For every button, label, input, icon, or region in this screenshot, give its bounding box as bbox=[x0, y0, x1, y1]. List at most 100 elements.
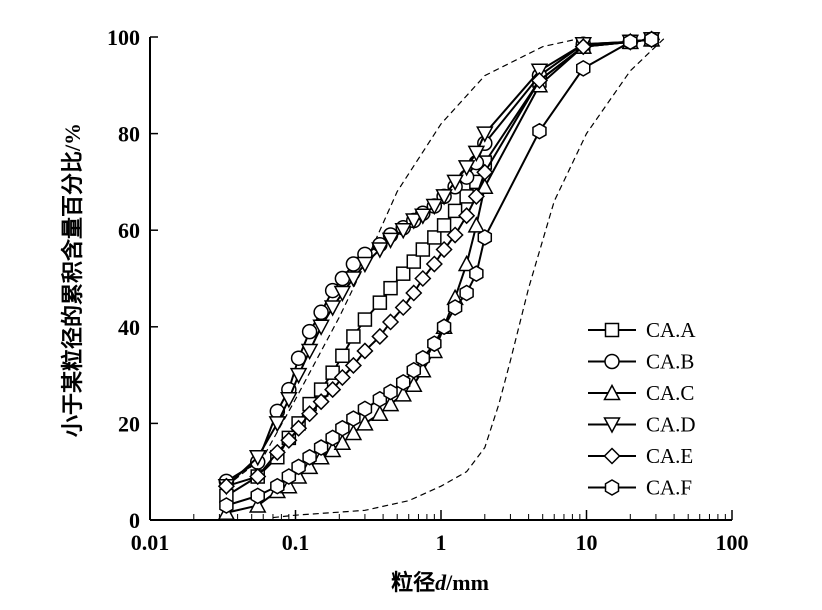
legend-item: CA.A bbox=[588, 318, 696, 342]
diamond-marker bbox=[458, 207, 476, 225]
x-axis-label-prefix: 粒径 bbox=[391, 570, 435, 595]
envelope-curves bbox=[226, 36, 667, 519]
square-marker bbox=[372, 295, 388, 310]
triangle-down-marker bbox=[457, 160, 476, 177]
triangle-up-marker bbox=[476, 177, 494, 194]
hexagon-marker bbox=[427, 335, 442, 353]
diamond-marker bbox=[268, 443, 286, 461]
diamond-marker bbox=[290, 419, 308, 437]
legend-item: CA.E bbox=[588, 444, 693, 468]
triangle-down-marker bbox=[268, 416, 287, 433]
hexagon-marker bbox=[383, 383, 398, 401]
triangle-up-marker bbox=[280, 477, 298, 494]
diamond-marker bbox=[280, 431, 298, 449]
legend-label: CA.B bbox=[646, 350, 694, 374]
triangle-down-marker bbox=[248, 449, 267, 467]
triangle-up-icon bbox=[603, 383, 621, 401]
legend-item: CA.B bbox=[588, 350, 694, 374]
legend-item: CA.F bbox=[588, 476, 692, 500]
diamond-marker bbox=[333, 368, 351, 387]
hexagon-icon bbox=[604, 479, 620, 496]
diamond-marker bbox=[435, 240, 453, 259]
legend: CA.A CA.B CA.C CA.D CA.E CA.F bbox=[588, 318, 696, 500]
triangle-up-marker bbox=[248, 496, 267, 513]
square-marker bbox=[415, 242, 431, 257]
legend-label: CA.E bbox=[646, 444, 693, 468]
circle-icon bbox=[604, 353, 620, 370]
triangle-down-marker bbox=[323, 300, 342, 317]
series-group bbox=[217, 30, 661, 521]
hexagon-marker bbox=[447, 299, 463, 316]
hexagon-marker bbox=[395, 373, 411, 391]
y-tick-label: 100 bbox=[107, 25, 140, 50]
square-marker bbox=[335, 348, 350, 364]
hexagon-marker bbox=[335, 419, 350, 437]
x-tick-label: 0.01 bbox=[131, 530, 170, 555]
x-tick-label: 100 bbox=[716, 530, 749, 555]
x-tick-label: 1 bbox=[436, 530, 447, 555]
square-marker bbox=[357, 312, 373, 327]
diamond-marker bbox=[312, 393, 330, 411]
triangle-down-marker bbox=[405, 213, 423, 230]
hexagon-marker bbox=[219, 497, 234, 514]
legend-label: CA.D bbox=[646, 413, 696, 437]
lower-limit-curve bbox=[272, 36, 667, 519]
y-axis-label: 小于某粒径的累积含量百分比/% bbox=[60, 123, 85, 437]
triangle-up-marker bbox=[356, 414, 374, 431]
square-marker bbox=[383, 280, 398, 296]
diamond-marker bbox=[301, 405, 319, 423]
hexagon-marker bbox=[357, 400, 373, 418]
square-marker bbox=[406, 254, 422, 269]
diamond-marker bbox=[476, 163, 494, 181]
y-tick-label: 60 bbox=[118, 218, 140, 243]
triangle-down-marker bbox=[333, 285, 352, 303]
triangle-up-marker bbox=[394, 385, 412, 402]
hexagon-marker bbox=[406, 361, 422, 379]
square-marker bbox=[436, 218, 452, 233]
x-tick-label: 0.1 bbox=[282, 530, 310, 555]
y-tick-label: 0 bbox=[129, 508, 140, 533]
diamond-icon bbox=[603, 447, 621, 465]
diamond-marker bbox=[217, 477, 235, 495]
square-marker bbox=[395, 266, 411, 281]
diamond-marker bbox=[394, 298, 412, 317]
hexagon-marker bbox=[469, 265, 484, 283]
triangle-up-marker bbox=[467, 216, 486, 233]
x-tick-label: 10 bbox=[576, 530, 598, 555]
triangle-down-marker bbox=[289, 367, 308, 385]
diamond-marker bbox=[371, 327, 389, 346]
square-marker bbox=[447, 203, 463, 219]
series-ca-f bbox=[219, 31, 659, 514]
x-axis-label-variable: d bbox=[435, 570, 447, 595]
triangle-down-marker bbox=[356, 256, 374, 274]
triangle-down-marker bbox=[435, 189, 453, 206]
diamond-marker bbox=[467, 187, 485, 205]
x-axis-label-unit: /mm bbox=[445, 570, 489, 595]
hexagon-marker bbox=[250, 487, 265, 505]
triangle-up-marker bbox=[344, 423, 363, 441]
triangle-down-marker bbox=[414, 208, 432, 225]
diamond-marker bbox=[446, 226, 464, 244]
x-axis-label: 粒径d/mm bbox=[391, 570, 489, 595]
triangle-down-marker bbox=[312, 319, 330, 336]
triangle-down-marker bbox=[476, 126, 494, 143]
hexagon-marker bbox=[346, 410, 361, 427]
hexagon-marker bbox=[623, 33, 638, 51]
diamond-marker bbox=[324, 381, 342, 399]
circle-marker bbox=[313, 304, 329, 321]
axes: 0.01 0.1 1 10 100 0 20 40 60 80 100 bbox=[107, 25, 749, 555]
diamond-marker bbox=[405, 284, 423, 302]
hexagon-marker bbox=[477, 229, 493, 246]
triangle-up-marker bbox=[300, 457, 319, 475]
triangle-down-marker bbox=[394, 222, 412, 240]
circle-marker bbox=[301, 323, 318, 340]
triangle-down-marker bbox=[371, 242, 389, 259]
hexagon-marker bbox=[302, 448, 317, 466]
triangle-down-marker bbox=[344, 271, 363, 288]
hexagon-marker bbox=[436, 318, 452, 336]
diamond-marker bbox=[381, 313, 400, 331]
square-icon bbox=[604, 322, 620, 338]
hexagon-marker bbox=[576, 60, 591, 77]
hexagon-marker bbox=[270, 477, 285, 495]
